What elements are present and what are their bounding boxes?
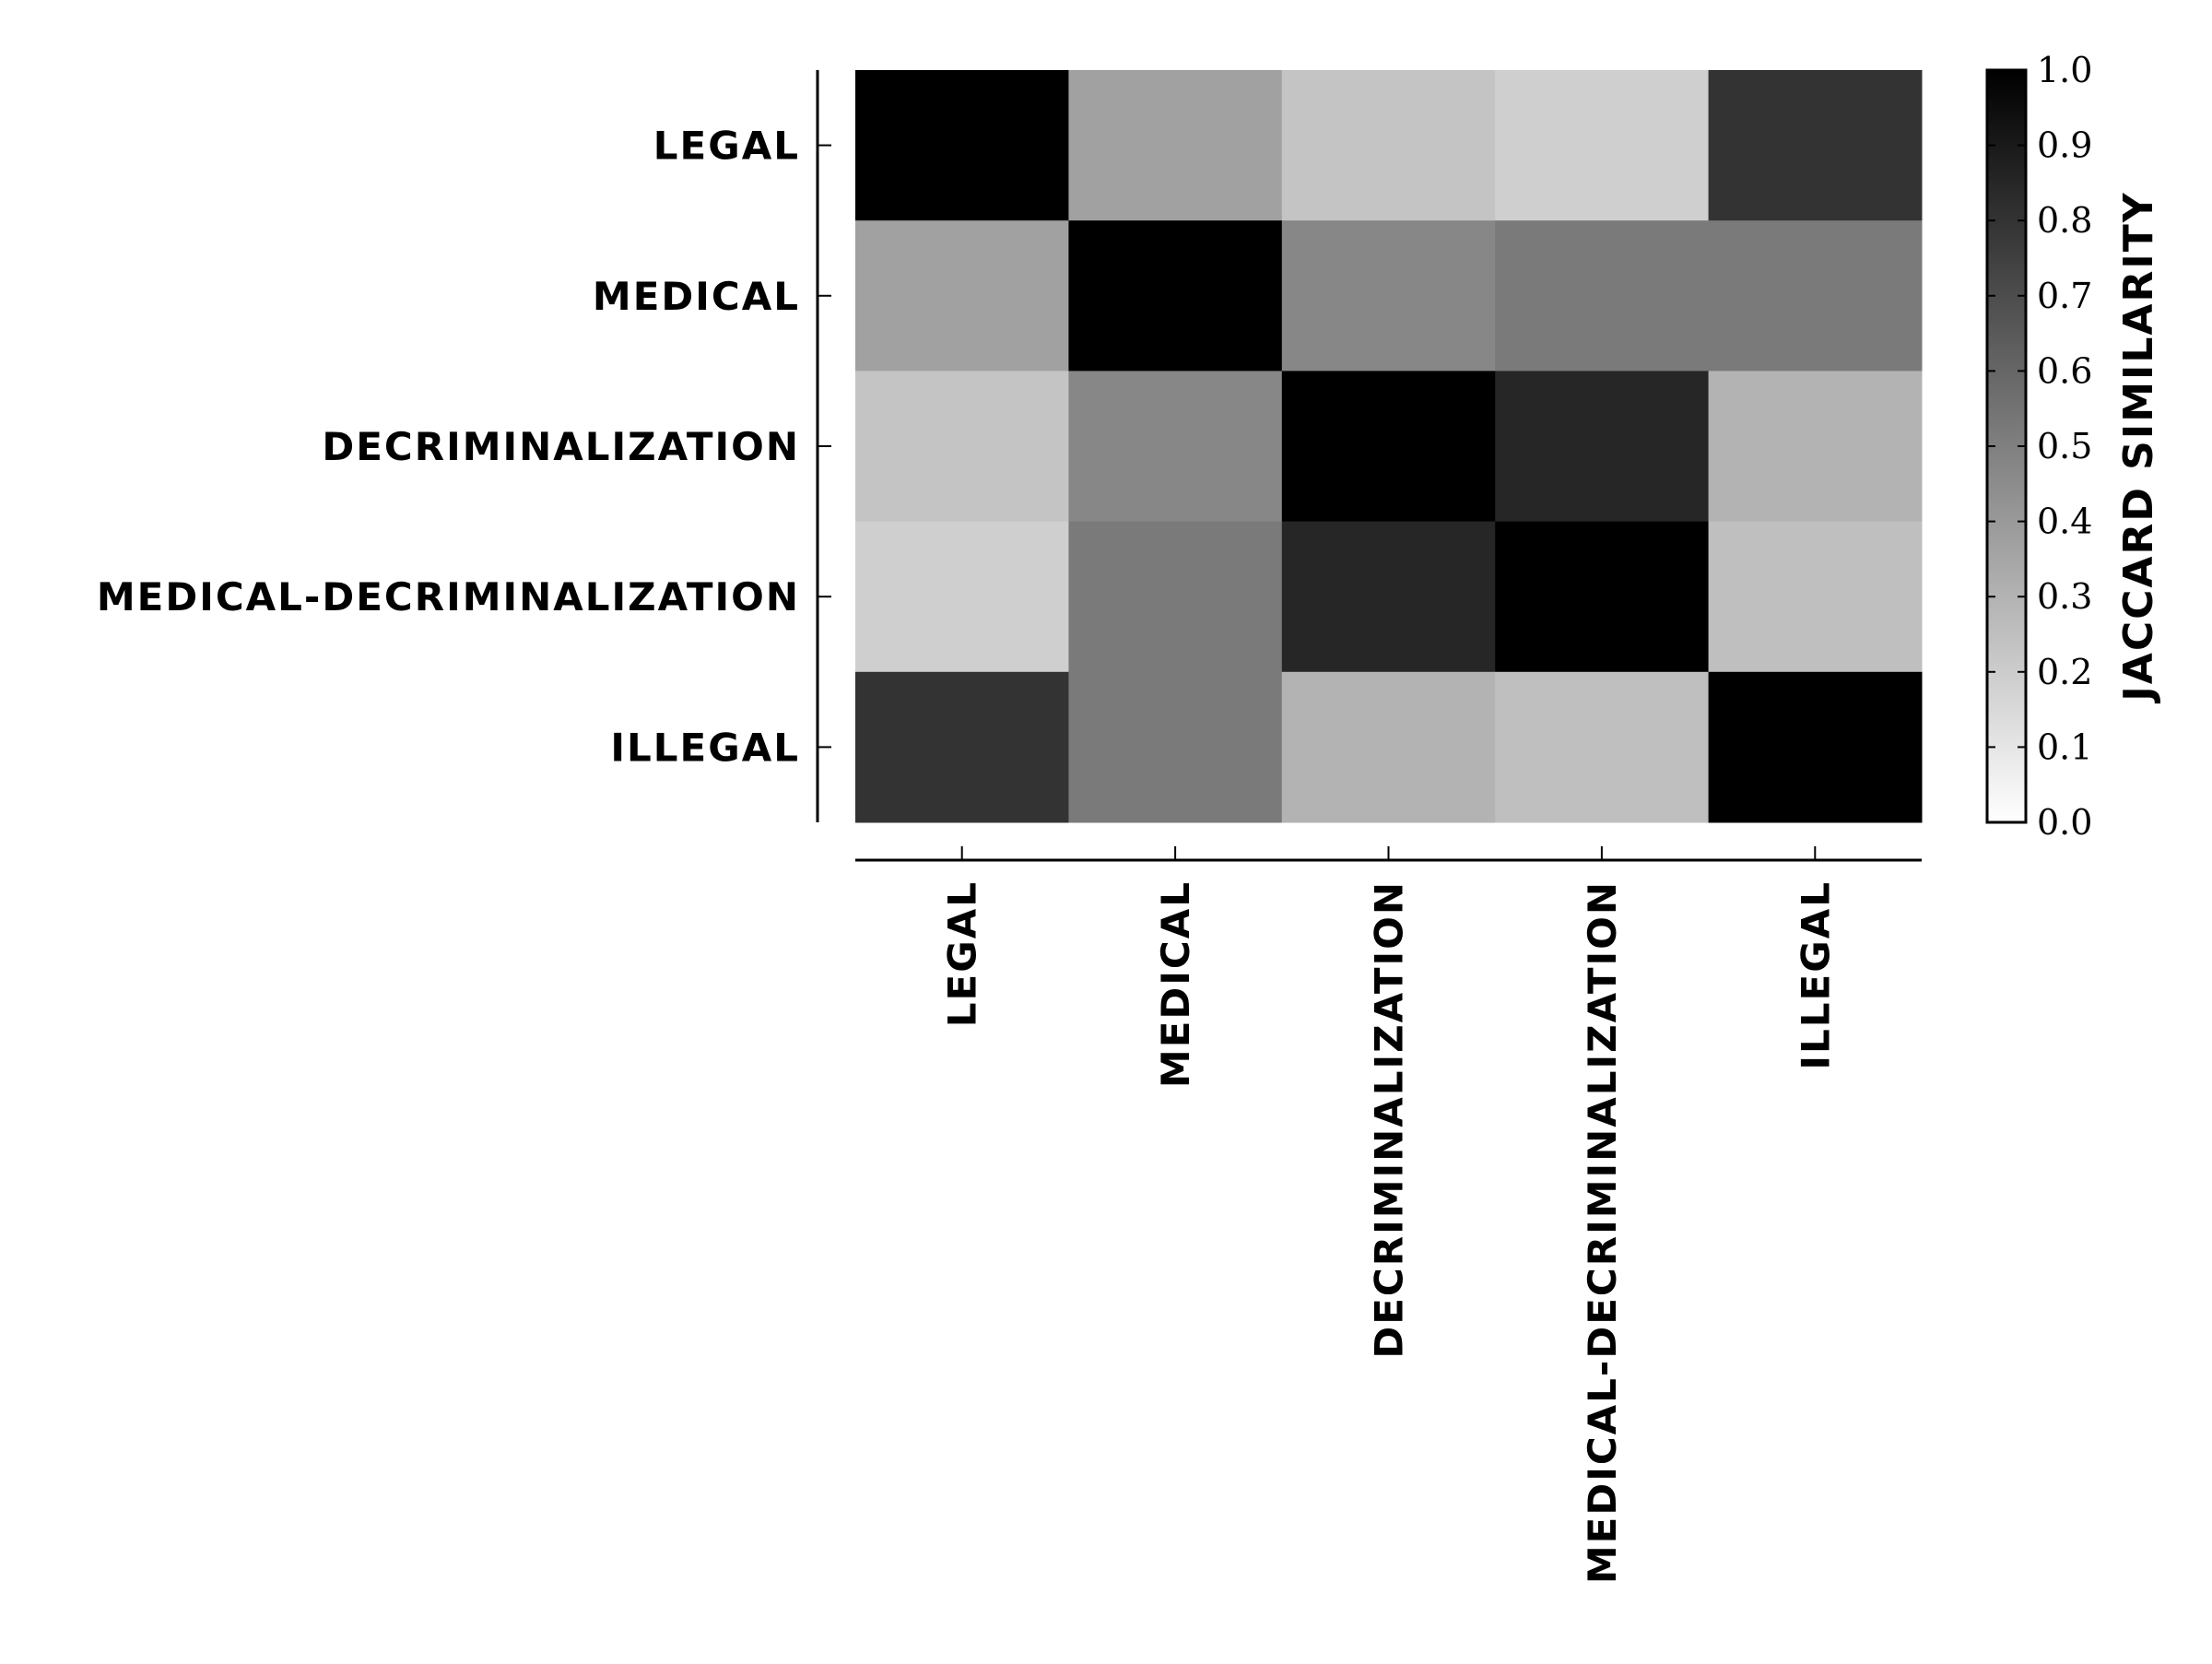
heatmap-cell <box>1495 671 1710 823</box>
colorbar-tick-label: 0.6 <box>2037 350 2092 391</box>
heatmap-cell <box>855 521 1069 673</box>
heatmap-cell <box>1708 220 1923 372</box>
x-tick-labels: LEGAL MEDICAL DECRIMINALIZATION MEDICAL-DEC… <box>940 846 1838 1584</box>
colorbar-ticks: 0.0 0.1 0.2 0.3 0.4 0.5 0.6 0.7 0.8 0.9 1.0 <box>1987 50 2092 843</box>
heatmap-cell <box>1495 70 1710 221</box>
heatmap-cell <box>1708 671 1923 823</box>
heatmap-cell <box>1281 70 1496 221</box>
x-tick-label: ILLEGAL <box>1793 880 1838 1070</box>
heatmap-cell <box>1281 671 1496 823</box>
y-tick-label: MEDICAL-DECRIMINALIZATION <box>97 574 800 620</box>
colorbar-tick-label: 0.2 <box>2037 652 2092 692</box>
heatmap-cell <box>855 220 1069 372</box>
heatmap-cell <box>1708 70 1923 221</box>
y-tick-label: MEDICAL <box>593 274 800 319</box>
colorbar-tick-label: 0.1 <box>2037 726 2092 767</box>
y-tick-label: ILLEGAL <box>610 725 800 770</box>
colorbar-tick-label: 0.7 <box>2037 276 2092 316</box>
heatmap-cell <box>1281 371 1496 523</box>
colorbar-tick-label: 0.3 <box>2037 576 2092 617</box>
x-tick-label: MEDICAL <box>1153 880 1198 1088</box>
x-tick-label: LEGAL <box>940 880 985 1027</box>
y-tick-labels: LEGAL MEDICAL DECRIMINALIZATION MEDICAL-DEC… <box>97 124 831 770</box>
heatmap-cell <box>1068 70 1283 221</box>
colorbar-label: JACCARD SIMILARITY <box>2115 191 2162 703</box>
heatmap-cells <box>855 70 1923 823</box>
heatmap-cell <box>855 671 1069 823</box>
colorbar-tick-label: 0.5 <box>2037 426 2092 466</box>
heatmap-cell <box>855 371 1069 523</box>
heatmap-cell <box>1068 220 1283 372</box>
heatmap-cell <box>1068 671 1283 823</box>
y-tick-label: DECRIMINALIZATION <box>322 424 800 469</box>
colorbar-tick-label: 0.9 <box>2037 125 2092 166</box>
heatmap-cell <box>1068 521 1283 673</box>
colorbar-tick-label: 1.0 <box>2037 50 2092 90</box>
heatmap-cell <box>1708 521 1923 673</box>
y-tick-label: LEGAL <box>653 124 800 169</box>
heatmap-cell <box>1708 371 1923 523</box>
x-tick-label: MEDICAL-DECRIMINALIZATION <box>1580 880 1625 1584</box>
heatmap-cell <box>1495 220 1710 372</box>
colorbar-tick-label: 0.0 <box>2037 802 2092 843</box>
heatmap-cell <box>1495 371 1710 523</box>
heatmap-cell <box>1281 220 1496 372</box>
colorbar-tick-label: 0.8 <box>2037 200 2092 241</box>
heatmap-cell <box>1068 371 1283 523</box>
heatmap-cell <box>1281 521 1496 673</box>
heatmap-cell <box>855 70 1069 221</box>
colorbar: 0.0 0.1 0.2 0.3 0.4 0.5 0.6 0.7 0.8 0.9 1.0 JACCAR… <box>1985 50 2162 843</box>
heatmap-cell <box>1495 521 1710 673</box>
x-tick-label: DECRIMINALIZATION <box>1367 880 1412 1359</box>
colorbar-tick-label: 0.4 <box>2037 502 2092 542</box>
